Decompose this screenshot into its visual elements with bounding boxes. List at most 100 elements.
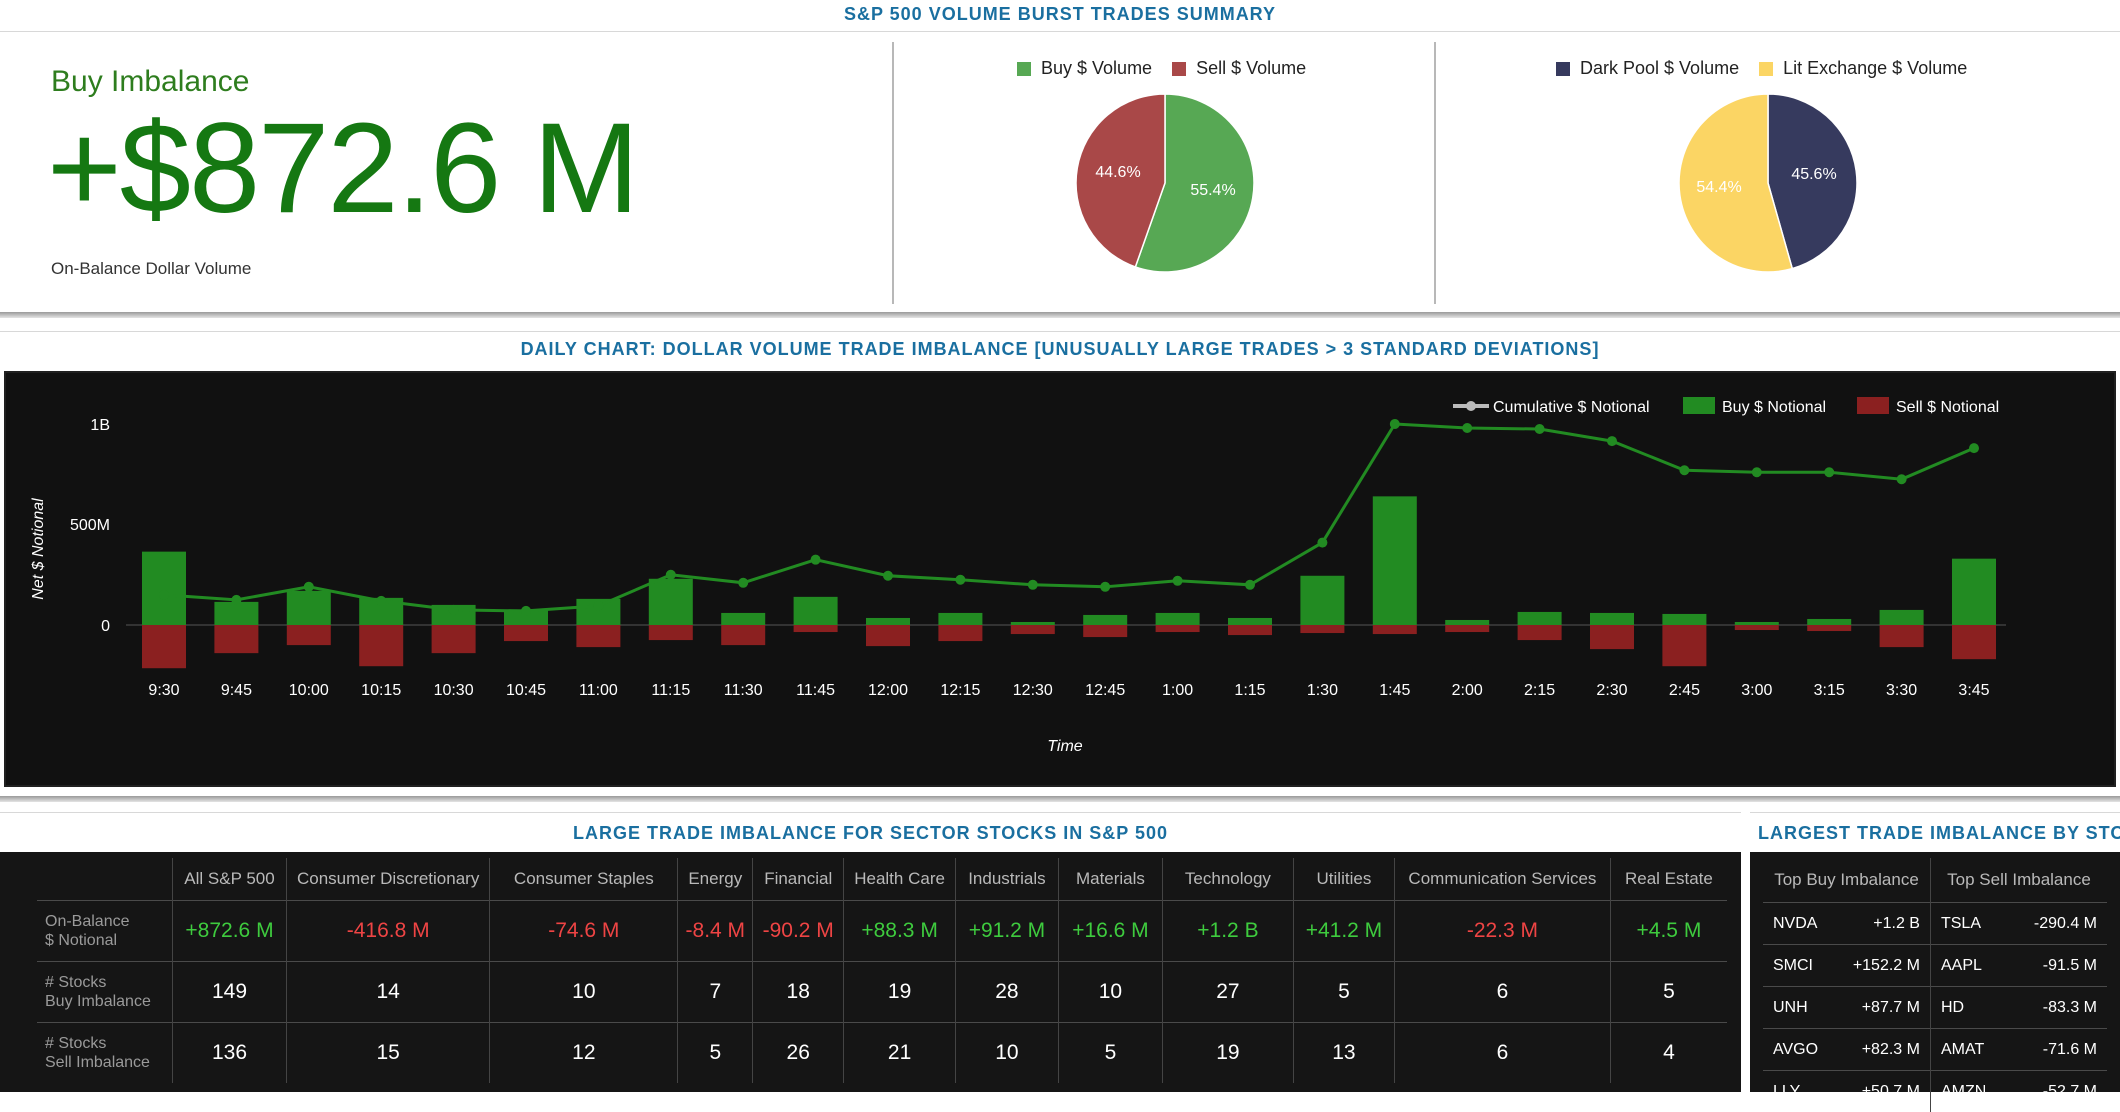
cumulative-point[interactable] xyxy=(955,575,965,585)
buy-bar[interactable] xyxy=(1373,496,1417,625)
buy-bar[interactable] xyxy=(287,591,331,625)
sell-bar[interactable] xyxy=(1228,625,1272,635)
col-header-top-sell[interactable]: Top Sell Imbalance xyxy=(1930,858,2107,903)
col-header-top-buy[interactable]: Top Buy Imbalance xyxy=(1763,858,1930,903)
buy-bar[interactable] xyxy=(1880,610,1924,625)
col-header[interactable]: Consumer Discretionary xyxy=(287,858,490,901)
legend-item[interactable]: Lit Exchange $ Volume xyxy=(1783,58,1967,79)
cumulative-point[interactable] xyxy=(1824,467,1834,477)
cumulative-point[interactable] xyxy=(1390,419,1400,429)
sell-bar[interactable] xyxy=(794,625,838,632)
legend-item-buy[interactable]: Buy $ Notional xyxy=(1722,399,1826,416)
cumulative-point[interactable] xyxy=(159,590,169,600)
sell-bar[interactable] xyxy=(1662,625,1706,666)
sell-bar[interactable] xyxy=(1300,625,1344,633)
legend-item-cumulative[interactable]: Cumulative $ Notional xyxy=(1493,399,1650,416)
buy-bar[interactable] xyxy=(866,618,910,625)
cumulative-point[interactable] xyxy=(231,595,241,605)
sell-bar[interactable] xyxy=(1735,625,1779,630)
cumulative-point[interactable] xyxy=(1535,424,1545,434)
legend-item[interactable]: Sell $ Volume xyxy=(1196,58,1306,79)
cumulative-point[interactable] xyxy=(1969,443,1979,453)
sell-bar[interactable] xyxy=(1011,625,1055,634)
sell-bar[interactable] xyxy=(938,625,982,641)
cumulative-point[interactable] xyxy=(1173,576,1183,586)
sell-bar[interactable] xyxy=(1156,625,1200,632)
col-header[interactable]: Consumer Staples xyxy=(490,858,678,901)
sell-bar[interactable] xyxy=(432,625,476,653)
col-header[interactable]: All S&P 500 xyxy=(173,858,287,901)
col-header[interactable]: Health Care xyxy=(844,858,956,901)
buy-bar[interactable] xyxy=(1735,622,1779,625)
sell-bar[interactable] xyxy=(1807,625,1851,631)
buy-bar[interactable] xyxy=(721,613,765,625)
buy-bar[interactable] xyxy=(1952,559,1996,625)
col-header[interactable]: Materials xyxy=(1058,858,1162,901)
cumulative-point[interactable] xyxy=(304,582,314,592)
legend-item[interactable]: Buy $ Volume xyxy=(1041,58,1152,79)
cumulative-point[interactable] xyxy=(1028,580,1038,590)
buy-bar[interactable] xyxy=(1445,620,1489,625)
sell-bar[interactable] xyxy=(866,625,910,646)
cumulative-point[interactable] xyxy=(1100,582,1110,592)
x-tick-label: 1:30 xyxy=(1307,682,1338,699)
buy-bar[interactable] xyxy=(794,597,838,625)
sell-bar[interactable] xyxy=(287,625,331,645)
cumulative-point[interactable] xyxy=(1317,538,1327,548)
buy-bar[interactable] xyxy=(1807,619,1851,625)
sell-bar[interactable] xyxy=(1373,625,1417,634)
sell-bar[interactable] xyxy=(359,625,403,666)
sell-bar[interactable] xyxy=(1445,625,1489,632)
cumulative-point[interactable] xyxy=(1752,467,1762,477)
cumulative-point[interactable] xyxy=(1897,474,1907,484)
cumulative-point[interactable] xyxy=(883,571,893,581)
sell-bar[interactable] xyxy=(649,625,693,640)
col-header[interactable]: Energy xyxy=(678,858,753,901)
sell-bar[interactable] xyxy=(1590,625,1634,649)
sell-bar[interactable] xyxy=(721,625,765,645)
buy-bar[interactable] xyxy=(1228,618,1272,625)
cumulative-point[interactable] xyxy=(811,555,821,565)
sell-bar[interactable] xyxy=(142,625,186,668)
cumulative-point[interactable] xyxy=(1679,465,1689,475)
legend-item[interactable]: Dark Pool $ Volume xyxy=(1580,58,1739,79)
sell-bar[interactable] xyxy=(576,625,620,647)
buy-bar[interactable] xyxy=(1518,612,1562,625)
buy-bar[interactable] xyxy=(214,602,258,625)
col-header[interactable]: Industrials xyxy=(955,858,1058,901)
cumulative-point[interactable] xyxy=(1245,580,1255,590)
sell-bar[interactable] xyxy=(214,625,258,653)
sell-bar[interactable] xyxy=(1518,625,1562,640)
col-header[interactable]: Financial xyxy=(753,858,844,901)
buy-bar[interactable] xyxy=(938,613,982,625)
cumulative-point[interactable] xyxy=(1607,436,1617,446)
cumulative-point[interactable] xyxy=(593,601,603,611)
buy-bar[interactable] xyxy=(1590,613,1634,625)
cumulative-point[interactable] xyxy=(666,570,676,580)
buy-bar[interactable] xyxy=(1156,613,1200,625)
sector-table: All S&P 500 Consumer Discretionary Consu… xyxy=(37,858,1727,1083)
col-header[interactable]: Technology xyxy=(1162,858,1293,901)
sell-bar[interactable] xyxy=(1880,625,1924,647)
col-header[interactable]: Real Estate xyxy=(1610,858,1727,901)
buy-bar[interactable] xyxy=(1083,615,1127,625)
x-tick-label: 10:15 xyxy=(361,682,401,699)
row-label-line: # Stocks xyxy=(45,1035,106,1052)
sell-bar[interactable] xyxy=(1083,625,1127,637)
col-header[interactable]: Utilities xyxy=(1293,858,1394,901)
buy-bar[interactable] xyxy=(142,552,186,625)
buy-bar[interactable] xyxy=(649,579,693,625)
cumulative-point[interactable] xyxy=(521,606,531,616)
buy-bar[interactable] xyxy=(1662,614,1706,625)
cumulative-point[interactable] xyxy=(376,596,386,606)
cumulative-point[interactable] xyxy=(1462,423,1472,433)
legend-item-sell[interactable]: Sell $ Notional xyxy=(1896,399,1999,416)
cumulative-point[interactable] xyxy=(738,578,748,588)
cumulative-point[interactable] xyxy=(449,605,459,615)
sell-bar[interactable] xyxy=(1952,625,1996,659)
buy-bar[interactable] xyxy=(1300,576,1344,625)
col-header[interactable]: Communication Services xyxy=(1394,858,1610,901)
sell-bar[interactable] xyxy=(504,625,548,641)
buy-bar[interactable] xyxy=(1011,622,1055,625)
